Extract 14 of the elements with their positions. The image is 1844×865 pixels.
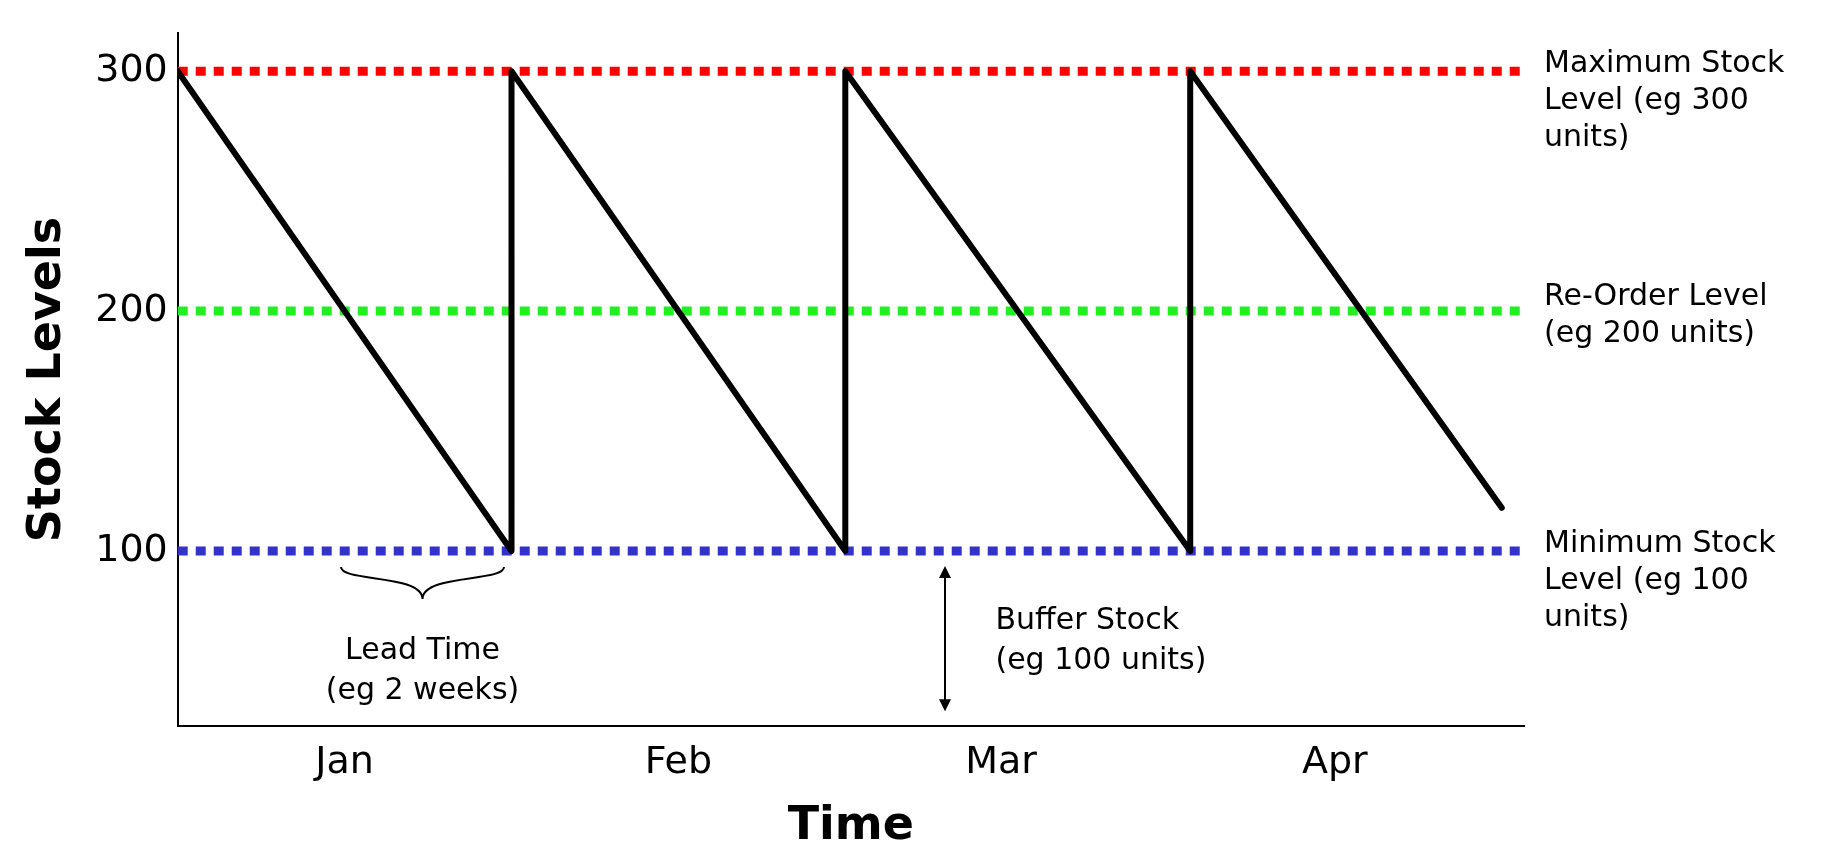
- x-tick-label: Jan: [313, 737, 374, 782]
- annotation: Buffer Stock (eg 100 units): [995, 600, 1207, 676]
- x-tick-label: Apr: [1301, 737, 1369, 782]
- x-axis-title: Time: [787, 796, 915, 851]
- x-tick-label: Feb: [644, 737, 713, 782]
- y-tick-label: 100: [95, 525, 168, 570]
- ref-line-label: Maximum Stock Level (eg 300 units): [1544, 43, 1786, 153]
- y-tick-label: 300: [95, 46, 168, 91]
- x-tick-label: Mar: [965, 737, 1038, 782]
- ref-line-label: Re-Order Level (eg 200 units): [1544, 277, 1768, 350]
- annotation: Lead Time (eg 2 weeks): [325, 630, 520, 706]
- ref-line-label: Minimum Stock Level (eg 100 units): [1544, 523, 1777, 633]
- y-tick-label: 200: [95, 285, 168, 330]
- y-axis-title: Stock Levels: [16, 216, 71, 543]
